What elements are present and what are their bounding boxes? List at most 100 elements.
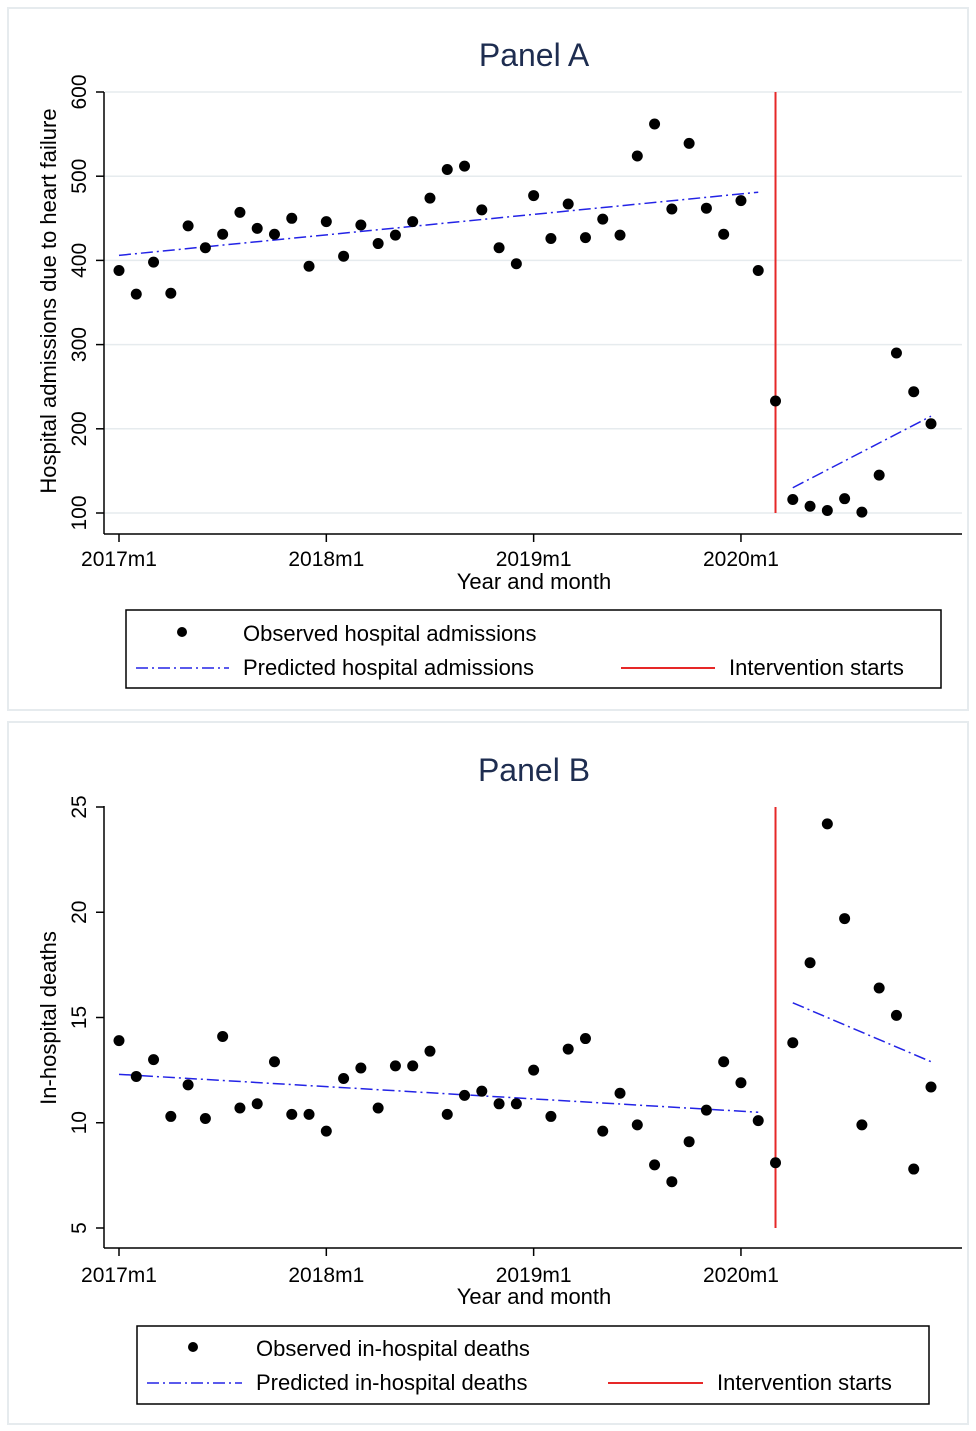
data-point (631, 150, 643, 162)
data-point (770, 395, 782, 407)
data-point (182, 1079, 194, 1091)
data-point (890, 347, 902, 359)
data-point (320, 216, 332, 228)
data-point (303, 260, 315, 272)
data-point (286, 212, 298, 224)
y-tick-label: 300 (68, 327, 91, 362)
data-point (649, 118, 661, 130)
data-point (130, 1070, 142, 1082)
panel-b-y-axis-label: In-hospital deaths (36, 931, 61, 1105)
panel-a-gridlines (105, 91, 962, 514)
data-point (251, 1098, 263, 1110)
data-point (752, 1115, 764, 1127)
data-point (355, 1062, 367, 1074)
panel-b-legend-box (136, 1325, 930, 1405)
panel-b-legend-intervention-label: Intervention starts (717, 1370, 892, 1395)
data-point (510, 1098, 522, 1110)
panel-a-y-axis-label: Hospital admissions due to heart failure (36, 108, 61, 493)
data-point (234, 206, 246, 218)
data-point (804, 957, 816, 969)
data-point (683, 1136, 695, 1148)
data-point (459, 160, 471, 172)
data-point (700, 202, 712, 214)
data-point (649, 1159, 661, 1171)
y-tick-label: 25 (68, 795, 91, 818)
data-point (735, 195, 747, 207)
y-tick-label: 15 (68, 1006, 91, 1029)
data-point (614, 229, 626, 241)
data-point (718, 228, 730, 240)
data-point (925, 1081, 937, 1093)
data-point (217, 1030, 229, 1042)
data-point (770, 1157, 782, 1169)
data-point (389, 229, 401, 241)
data-point (908, 1163, 920, 1175)
panel-a-legend-box (125, 609, 942, 689)
data-point (839, 913, 851, 925)
data-point (372, 1102, 384, 1114)
x-tick-label: 2018m1 (288, 1264, 364, 1287)
panel-b-legend: Observed in-hospital deaths Predicted in… (136, 1325, 930, 1405)
data-point (873, 982, 885, 994)
x-tick-label: 2020m1 (703, 1264, 779, 1287)
data-point (199, 1113, 211, 1125)
data-point (787, 1037, 799, 1049)
panel-a-legend-observed-marker (177, 627, 187, 637)
data-point (493, 242, 505, 254)
data-point (787, 494, 799, 506)
data-point (355, 219, 367, 231)
data-point (839, 493, 851, 505)
data-point (424, 192, 436, 204)
data-point (268, 1056, 280, 1068)
data-point (338, 1073, 350, 1085)
data-point (407, 216, 419, 228)
data-point (528, 1064, 540, 1076)
data-point (234, 1102, 246, 1114)
data-point (130, 288, 142, 300)
panel-a-legend-intervention-label: Intervention starts (729, 655, 904, 680)
data-point (666, 203, 678, 215)
data-point (113, 1035, 125, 1047)
data-point (113, 265, 125, 277)
panel-b-x-axis-label: Year and month (457, 1284, 612, 1309)
data-point (718, 1056, 730, 1068)
panel-b-legend-predicted-label: Predicted in-hospital deaths (256, 1370, 528, 1395)
data-point (856, 506, 868, 518)
data-point (890, 1009, 902, 1021)
data-point (597, 213, 609, 225)
panel-b-x-ticks: 2017m1 2018m1 2019m1 2020m1 (81, 1248, 779, 1287)
x-tick-label: 2020m1 (703, 548, 779, 571)
x-tick-label: 2019m1 (496, 548, 572, 571)
panel-b-plot-area (113, 807, 937, 1228)
data-point (372, 238, 384, 250)
data-point (856, 1119, 868, 1131)
data-point (268, 228, 280, 240)
data-point (476, 204, 488, 216)
x-tick-label: 2017m1 (81, 548, 157, 571)
panel-a-plot-area (113, 92, 937, 518)
panel-b-frame (7, 721, 969, 1425)
data-point (424, 1045, 436, 1057)
data-point (493, 1098, 505, 1110)
panel-b-legend-observed-label: Observed in-hospital deaths (256, 1336, 530, 1361)
data-point (579, 1033, 591, 1045)
panel-a-y-ticks: 100 200 300 400 500 600 (68, 74, 104, 531)
panel-a-legend-predicted-label: Predicted hospital admissions (243, 655, 534, 680)
y-tick-label: 100 (68, 495, 91, 530)
panel-a-title: Panel A (479, 37, 590, 73)
data-point (925, 418, 937, 430)
data-point (735, 1077, 747, 1089)
data-point (614, 1087, 626, 1099)
panel-a-frame (7, 7, 969, 711)
x-tick-label: 2019m1 (496, 1264, 572, 1287)
data-point (908, 386, 920, 398)
panel-b-title: Panel B (478, 752, 590, 788)
data-point (683, 137, 695, 149)
data-point (821, 504, 833, 516)
data-point (338, 250, 350, 262)
data-point (165, 287, 177, 299)
y-tick-label: 200 (68, 411, 91, 446)
data-point (597, 1125, 609, 1137)
data-point (407, 1060, 419, 1072)
data-point (441, 1108, 453, 1120)
